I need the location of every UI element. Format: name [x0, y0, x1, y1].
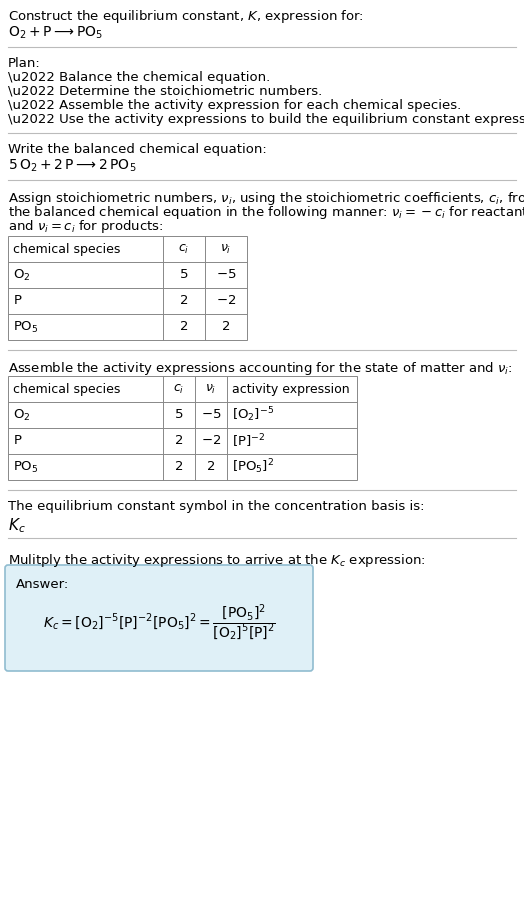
Text: $[\mathrm{O_2}]^{-5}$: $[\mathrm{O_2}]^{-5}$: [232, 405, 274, 424]
Text: $\mathrm{O_2 + P \longrightarrow PO_5}$: $\mathrm{O_2 + P \longrightarrow PO_5}$: [8, 25, 103, 41]
Text: $[\mathrm{P}]^{-2}$: $[\mathrm{P}]^{-2}$: [232, 432, 265, 450]
Text: $-2$: $-2$: [216, 295, 236, 307]
Text: Assign stoichiometric numbers, $\nu_i$, using the stoichiometric coefficients, $: Assign stoichiometric numbers, $\nu_i$, …: [8, 190, 524, 207]
Text: 2: 2: [174, 460, 183, 474]
Text: $K_c$: $K_c$: [8, 516, 26, 535]
Text: Answer:: Answer:: [16, 578, 69, 591]
Text: $c_i$: $c_i$: [178, 243, 190, 255]
Bar: [8, 376, 357, 480]
Text: \u2022 Determine the stoichiometric numbers.: \u2022 Determine the stoichiometric numb…: [8, 85, 322, 98]
Text: the balanced chemical equation in the following manner: $\nu_i = -c_i$ for react: the balanced chemical equation in the fo…: [8, 204, 524, 221]
Text: $\mathrm{PO_5}$: $\mathrm{PO_5}$: [13, 319, 39, 334]
Text: $\nu_i$: $\nu_i$: [220, 243, 232, 255]
Text: $\nu_i$: $\nu_i$: [205, 382, 217, 396]
Text: $\mathrm{P}$: $\mathrm{P}$: [13, 434, 23, 448]
Text: Plan:: Plan:: [8, 57, 41, 70]
Text: Construct the equilibrium constant, $K$, expression for:: Construct the equilibrium constant, $K$,…: [8, 8, 364, 25]
Text: $-5$: $-5$: [201, 408, 221, 422]
Text: and $\nu_i = c_i$ for products:: and $\nu_i = c_i$ for products:: [8, 218, 163, 235]
Text: $\mathrm{O_2}$: $\mathrm{O_2}$: [13, 267, 30, 282]
Text: The equilibrium constant symbol in the concentration basis is:: The equilibrium constant symbol in the c…: [8, 500, 424, 513]
Text: 2: 2: [180, 321, 188, 334]
Text: \u2022 Use the activity expressions to build the equilibrium constant expression: \u2022 Use the activity expressions to b…: [8, 113, 524, 126]
Text: Assemble the activity expressions accounting for the state of matter and $\nu_i$: Assemble the activity expressions accoun…: [8, 360, 512, 377]
Text: 2: 2: [207, 460, 215, 474]
Text: $\mathrm{P}$: $\mathrm{P}$: [13, 295, 23, 307]
Text: 5: 5: [180, 269, 188, 281]
Text: $-2$: $-2$: [201, 434, 221, 448]
Text: $c_i$: $c_i$: [173, 382, 184, 396]
Text: 2: 2: [180, 295, 188, 307]
FancyBboxPatch shape: [5, 565, 313, 671]
Text: $[\mathrm{PO_5}]^{2}$: $[\mathrm{PO_5}]^{2}$: [232, 458, 274, 476]
Text: 2: 2: [222, 321, 230, 334]
Bar: [8, 236, 247, 340]
Text: \u2022 Assemble the activity expression for each chemical species.: \u2022 Assemble the activity expression …: [8, 99, 461, 112]
Text: $5\,\mathrm{O_2} + 2\,\mathrm{P} \longrightarrow 2\,\mathrm{PO_5}$: $5\,\mathrm{O_2} + 2\,\mathrm{P} \longri…: [8, 158, 136, 174]
Text: $\mathrm{PO_5}$: $\mathrm{PO_5}$: [13, 459, 39, 475]
Text: Mulitply the activity expressions to arrive at the $K_c$ expression:: Mulitply the activity expressions to arr…: [8, 552, 426, 569]
Text: chemical species: chemical species: [13, 243, 121, 255]
Text: $\mathrm{O_2}$: $\mathrm{O_2}$: [13, 407, 30, 423]
Text: \u2022 Balance the chemical equation.: \u2022 Balance the chemical equation.: [8, 71, 270, 84]
Text: Write the balanced chemical equation:: Write the balanced chemical equation:: [8, 143, 267, 156]
Text: $K_c = [\mathrm{O_2}]^{-5}[\mathrm{P}]^{-2}[\mathrm{PO_5}]^{2} = \dfrac{[\mathrm: $K_c = [\mathrm{O_2}]^{-5}[\mathrm{P}]^{…: [42, 603, 276, 643]
Text: $-5$: $-5$: [216, 269, 236, 281]
Text: 5: 5: [174, 408, 183, 422]
Text: chemical species: chemical species: [13, 382, 121, 396]
Text: 2: 2: [174, 434, 183, 448]
Text: activity expression: activity expression: [232, 382, 350, 396]
